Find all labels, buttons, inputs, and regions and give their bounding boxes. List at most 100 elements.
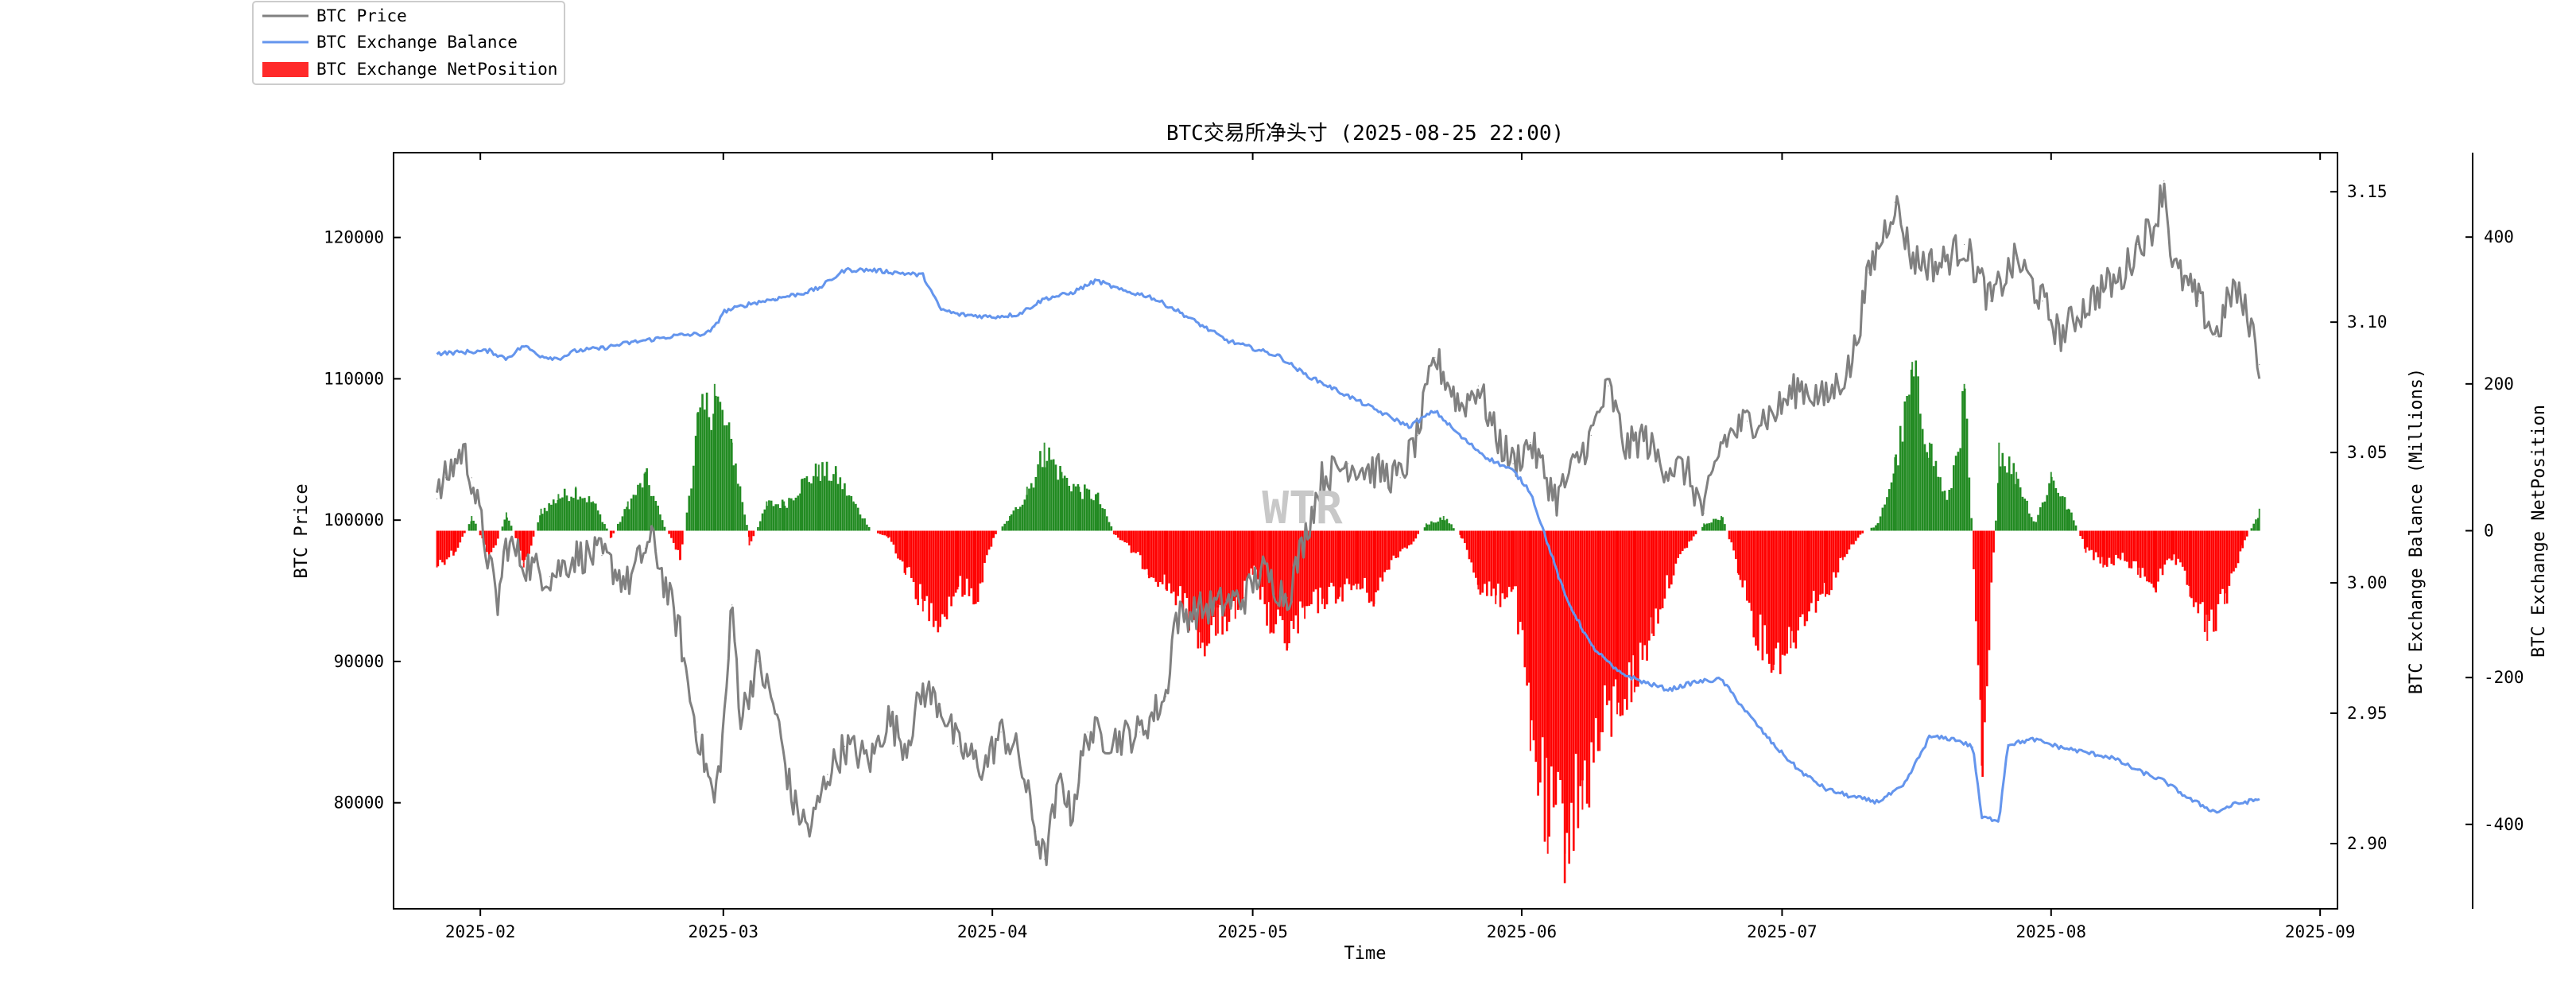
netposition-bar [1810,530,1813,603]
netposition-bar [2126,530,2128,562]
netposition-bar [741,502,744,531]
netposition-point [1425,523,1427,531]
netposition-bar [1081,499,1084,531]
netposition-bar [825,461,828,531]
netposition-bar [2143,530,2147,577]
netposition-bar [448,530,451,558]
netposition-bar [1194,530,1197,609]
netposition-bar [1594,530,1597,719]
netposition-bar [1037,464,1039,531]
netposition-bar [1950,488,1953,531]
balance-line-point [2215,812,2217,813]
netposition-bar [1541,530,1544,738]
netposition-bar [2046,495,2049,531]
netposition-bar [1828,530,1831,596]
netposition-bar [1717,519,1720,531]
netposition-bar [1479,530,1482,595]
netposition-bar [490,530,493,553]
netposition-point [817,464,820,531]
netposition-bar [1074,486,1077,531]
chart-title: BTC交易所净头寸 (2025-08-25 22:00) [1166,122,1564,146]
netposition-bar [2157,530,2159,582]
balance-line-point [1096,280,1097,281]
netposition-point [1790,530,1792,649]
netposition-bar [1579,530,1581,786]
netposition-bar [2070,512,2073,531]
netposition-bar [1246,530,1248,582]
balance-line-point [714,327,716,328]
netposition-bar [2148,530,2151,583]
netposition-point [1026,487,1028,531]
netposition-bar [908,530,910,568]
netposition-bar [1694,530,1697,534]
netposition-bar [2174,530,2178,565]
netposition-bar [1985,530,1988,687]
netposition-bar [1319,530,1321,588]
netposition-bar [714,395,717,531]
netposition-bar [1748,530,1751,603]
netposition-bar [454,530,457,552]
price-line-point [2163,180,2165,182]
netposition-point [835,471,837,531]
netposition-bar [2219,530,2222,595]
balance-line-point [940,308,941,310]
netposition-bar [897,530,899,559]
netposition-bar [1077,484,1080,531]
netposition-bar [459,530,462,543]
netposition-bar [1605,530,1608,705]
netposition-bar [805,476,809,531]
netposition-bar [1288,530,1290,644]
netposition-bar [1214,530,1217,636]
netposition-bar [948,530,951,597]
netposition-bar [1241,530,1244,602]
netposition-point [905,530,906,575]
netposition-bar [483,530,486,545]
price-line-point [2059,336,2061,337]
netposition-bar [2037,514,2039,531]
netposition-bar [590,502,593,531]
netposition-bar [2035,522,2038,531]
price-line-point [983,766,984,768]
netposition-bar [883,530,886,536]
netposition-bar [672,530,675,543]
netposition-bar [732,465,735,531]
netposition-bar [2170,530,2173,561]
netposition-point [1008,516,1011,531]
netposition-bar [719,402,722,531]
netposition-bar [641,487,644,531]
netposition-point [1564,530,1566,854]
balance-line-point [1278,355,1279,357]
netposition-bar [2054,487,2058,531]
netposition-bar [1590,530,1593,743]
netposition-bar [2228,530,2231,586]
netposition-bar [976,530,980,602]
netposition-bar [1057,479,1060,531]
netposition-bar [2199,530,2202,604]
netposition-bar [1517,530,1519,634]
netposition-bar [861,518,864,531]
netposition-bar [892,530,895,545]
netposition-bar [746,525,748,531]
netposition-bar [1290,530,1293,621]
netposition-bar [2221,530,2224,589]
netposition-bar [819,480,821,531]
netposition-bar [2250,528,2253,531]
netposition-bar [856,507,859,531]
netposition-bar [495,530,497,545]
netposition-bar [1821,530,1824,594]
netposition-bar [937,530,940,633]
netposition-bar [799,493,801,531]
netposition-bar [1127,530,1131,545]
netposition-point [505,512,507,531]
netposition-bar [1359,530,1362,590]
netposition-bar [2099,530,2102,564]
netposition-point [1112,530,1115,535]
netposition-bar [2072,520,2075,531]
netposition-bar [1912,376,1915,531]
netposition-point [956,530,959,590]
netposition-bar [2081,530,2084,539]
netposition-bar [1624,530,1626,700]
netposition-bar [619,522,622,531]
netposition-axis-label: BTC Exchange NetPosition [2529,405,2549,658]
netposition-bar [2097,530,2100,557]
